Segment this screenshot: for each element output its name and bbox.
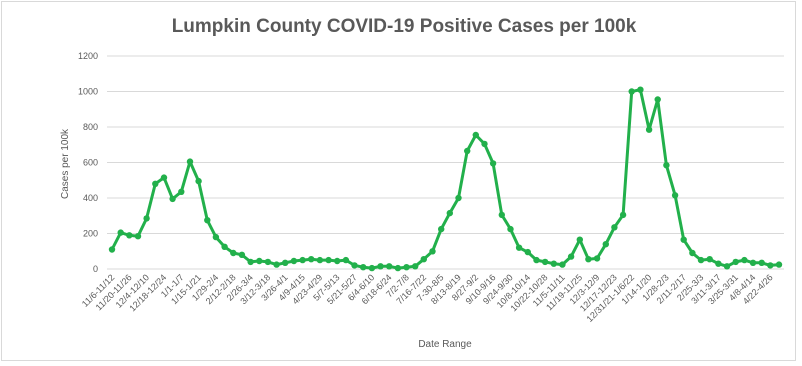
- data-point: [515, 244, 523, 251]
- data-point: [368, 264, 376, 272]
- data-point: [412, 263, 419, 270]
- gridlines: [107, 55, 784, 270]
- data-point: [230, 249, 237, 257]
- data-point: [541, 258, 549, 266]
- data-point: [654, 96, 661, 103]
- y-tick-label: 400: [83, 193, 98, 203]
- data-point: [741, 256, 748, 264]
- data-point: [308, 256, 315, 263]
- data-point: [489, 160, 497, 167]
- y-tick-label: 200: [83, 229, 98, 239]
- data-point: [108, 246, 116, 253]
- data-point: [680, 236, 687, 243]
- data-point: [273, 261, 280, 268]
- data-point: [126, 232, 133, 239]
- data-point: [689, 249, 696, 257]
- data-point: [264, 258, 272, 266]
- y-axis-label: Cases per 100k: [60, 128, 71, 199]
- series-line: [110, 88, 781, 270]
- data-point: [550, 260, 557, 267]
- data-point: [637, 86, 644, 93]
- data-point: [282, 259, 289, 266]
- data-point: [628, 88, 635, 95]
- data-point: [290, 257, 298, 265]
- data-point: [256, 257, 263, 265]
- data-point: [767, 262, 774, 269]
- data-point: [602, 241, 609, 248]
- data-point: [351, 262, 358, 269]
- data-point: [212, 233, 220, 241]
- data-point: [524, 248, 531, 256]
- y-tick-label: 800: [83, 122, 98, 132]
- data-point: [619, 211, 627, 219]
- data-point: [152, 180, 159, 187]
- data-point: [567, 253, 575, 260]
- data-point: [386, 263, 393, 270]
- data-point: [749, 259, 757, 266]
- data-point: [732, 258, 739, 266]
- data-point: [559, 261, 566, 268]
- data-point: [576, 236, 583, 243]
- data-point: [455, 194, 462, 202]
- data-point: [498, 211, 505, 219]
- y-tick-label: 0: [93, 264, 98, 274]
- data-point: [446, 209, 453, 217]
- data-point: [697, 256, 705, 264]
- data-point: [169, 195, 176, 203]
- x-axis-label: Date Range: [418, 339, 472, 350]
- data-point: [334, 257, 341, 265]
- data-point: [593, 255, 601, 262]
- data-point: [377, 263, 384, 270]
- data-point: [706, 256, 713, 263]
- y-tick-label: 1000: [78, 87, 98, 97]
- chart-title: Lumpkin County COVID-19 Positive Cases p…: [172, 16, 637, 37]
- data-point: [160, 174, 168, 181]
- data-point: [247, 258, 254, 266]
- data-point: [238, 251, 246, 258]
- data-point: [360, 264, 367, 271]
- x-axis-ticks: 11/6-11/1211/20-11/2612/4-12/1012/18-12/…: [80, 272, 775, 324]
- data-point: [585, 256, 592, 263]
- data-point: [134, 233, 142, 240]
- data-point: [775, 261, 783, 268]
- data-point: [611, 224, 618, 231]
- data-point: [715, 260, 722, 267]
- data-point: [671, 192, 679, 199]
- data-point: [472, 131, 479, 139]
- data-point: [117, 229, 124, 236]
- data-point: [481, 140, 488, 148]
- data-point: [420, 256, 427, 263]
- data-point: [464, 147, 471, 155]
- line-chart: Lumpkin County COVID-19 Positive Cases p…: [60, 16, 784, 350]
- data-point: [325, 256, 332, 264]
- data-point: [507, 225, 514, 233]
- data-point: [438, 225, 445, 233]
- data-point: [204, 217, 211, 224]
- y-axis-ticks: 0 200 400 600 800 1000 1200: [78, 51, 98, 274]
- data-point: [429, 248, 436, 255]
- data-point: [221, 243, 228, 250]
- data-points: [108, 86, 783, 272]
- data-point: [645, 126, 653, 133]
- data-point: [143, 215, 150, 222]
- data-point: [186, 158, 194, 165]
- y-tick-label: 600: [83, 158, 98, 168]
- data-point: [663, 162, 670, 169]
- data-point: [533, 256, 540, 264]
- data-point: [403, 264, 410, 271]
- data-point: [342, 256, 350, 264]
- data-point: [758, 259, 765, 266]
- data-point: [299, 256, 306, 264]
- y-tick-label: 1200: [78, 51, 98, 61]
- chart-container: Lumpkin County COVID-19 Positive Cases p…: [1, 1, 796, 361]
- data-point: [178, 188, 185, 195]
- data-point: [394, 264, 402, 272]
- data-point: [195, 177, 202, 185]
- data-point: [723, 263, 731, 270]
- data-point: [316, 256, 324, 264]
